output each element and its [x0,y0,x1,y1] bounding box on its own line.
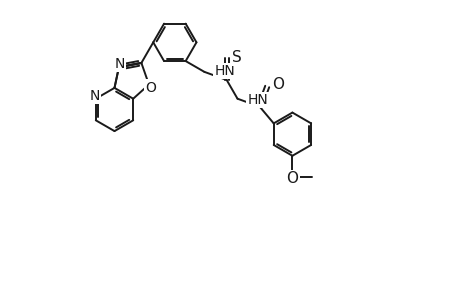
Text: S: S [232,50,241,65]
Text: HN: HN [247,93,268,107]
Text: HN: HN [214,64,235,78]
Text: O: O [145,80,156,94]
Text: N: N [90,89,100,103]
Text: O: O [272,77,284,92]
Text: N: N [114,57,125,71]
Text: O: O [286,171,298,186]
